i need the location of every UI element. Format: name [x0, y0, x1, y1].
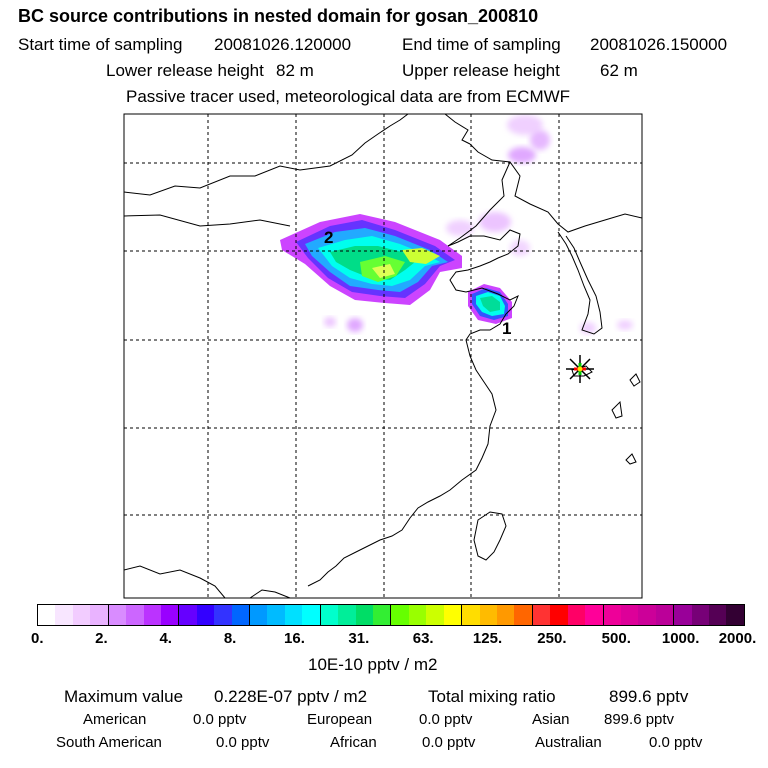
colorbar-segment	[391, 605, 409, 625]
end-time-value: 20081026.150000	[590, 35, 728, 54]
region-australian-value: 0.0 pptv	[649, 734, 703, 751]
colorbar-segment	[674, 605, 692, 625]
total-mixing-value: 899.6 pptv	[609, 687, 689, 706]
region-asian-value: 899.6 pptv	[604, 711, 675, 728]
colorbar-tick-label: 4.	[159, 630, 172, 647]
colorbar-segment	[550, 605, 568, 625]
colorbar-segment	[408, 605, 427, 625]
colorbar-segment	[320, 605, 339, 625]
colorbar-tick-label: 250.	[537, 630, 567, 647]
region-european-label: European	[307, 711, 373, 728]
colorbar-segment	[284, 605, 303, 625]
lower-release-value: 82 m	[276, 61, 314, 80]
colorbar-segment	[373, 605, 392, 625]
colorbar-segment	[726, 605, 744, 625]
colorbar-tick-label: 125.	[472, 630, 503, 647]
upper-release-label: Upper release height	[402, 61, 560, 80]
map-border	[123, 113, 643, 599]
colorbar-unit: 10E-10 pptv / m2	[308, 655, 438, 674]
colorbar-tick-label: 1000.	[661, 630, 700, 647]
colorbar-segment	[72, 605, 91, 625]
colorbar-segment	[462, 605, 480, 625]
colorbar-segment	[214, 605, 232, 625]
upper-release-value: 62 m	[600, 61, 638, 80]
colorbar-segment	[514, 605, 533, 625]
colorbar-segment	[426, 605, 444, 625]
start-time-value: 20081026.120000	[214, 35, 352, 54]
colorbar-segment	[196, 605, 215, 625]
colorbar-segment	[443, 605, 463, 625]
total-mixing-label: Total mixing ratio	[428, 687, 556, 706]
concentration-field	[280, 115, 633, 334]
colorbar-segment	[655, 605, 675, 625]
colorbar-tick-label: 500.	[601, 630, 631, 647]
plot-title: BC source contributions in nested domain…	[18, 6, 539, 26]
colorbar-segment	[338, 605, 356, 625]
colorbar-tick-label: 16.	[284, 630, 305, 647]
colorbar-segment	[691, 605, 710, 625]
colorbar-segment	[38, 605, 56, 625]
region-south-american-value: 0.0 pptv	[216, 734, 270, 751]
source-label-1: 1	[502, 319, 511, 338]
colorbar-segment	[143, 605, 161, 625]
colorbar-segment	[231, 605, 251, 625]
region-european-value: 0.0 pptv	[419, 711, 473, 728]
colorbar-segment	[355, 605, 374, 625]
region-american-value: 0.0 pptv	[193, 711, 247, 728]
colorbar-tick-label: 0.	[31, 630, 44, 647]
map-frame	[124, 114, 642, 598]
tracer-note: Passive tracer used, meteorological data…	[126, 87, 571, 106]
region-asian-label: Asian	[532, 711, 570, 728]
coastlines	[124, 114, 642, 598]
receptor-star-icon	[566, 355, 594, 383]
colorbar-segment	[302, 605, 321, 625]
colorbar-segment	[55, 605, 73, 625]
colorbar-tick-label: 2.	[95, 630, 108, 647]
colorbar-segment	[603, 605, 621, 625]
max-value: 0.228E-07 pptv / m2	[214, 687, 368, 706]
colorbar-segment	[160, 605, 180, 625]
colorbar-segment	[108, 605, 127, 625]
region-south-american-label: South American	[56, 734, 162, 751]
colorbar-segment	[638, 605, 656, 625]
max-value-label: Maximum value	[64, 687, 184, 706]
colorbar-tick-label: 8.	[223, 630, 237, 647]
colorbar-segment	[620, 605, 639, 625]
lower-release-label: Lower release height	[106, 61, 264, 80]
start-time-label: Start time of sampling	[18, 35, 183, 54]
colorbar-segment	[496, 605, 515, 625]
region-african-label: African	[330, 734, 377, 751]
colorbar-tick-label: 31.	[348, 630, 370, 647]
colorbar-segment	[267, 605, 285, 625]
colorbar-segment	[179, 605, 197, 625]
colorbar-segment	[709, 605, 727, 625]
colorbar-segment	[567, 605, 586, 625]
colorbar-segment	[90, 605, 109, 625]
lat-lon-grid	[124, 114, 642, 598]
region-american-label: American	[83, 711, 147, 728]
colorbar	[37, 604, 745, 626]
region-african-value: 0.0 pptv	[422, 734, 476, 751]
colorbar-tick-label: 63.	[412, 630, 434, 647]
colorbar-segment	[479, 605, 497, 625]
source-label-2: 2	[324, 228, 333, 247]
region-australian-label: Australian	[535, 734, 602, 751]
colorbar-segment	[126, 605, 144, 625]
colorbar-segment	[250, 605, 268, 625]
colorbar-tick-label: 2000.	[718, 630, 757, 647]
colorbar-segment	[585, 605, 604, 625]
colorbar-segment	[532, 605, 551, 625]
end-time-label: End time of sampling	[402, 35, 561, 54]
